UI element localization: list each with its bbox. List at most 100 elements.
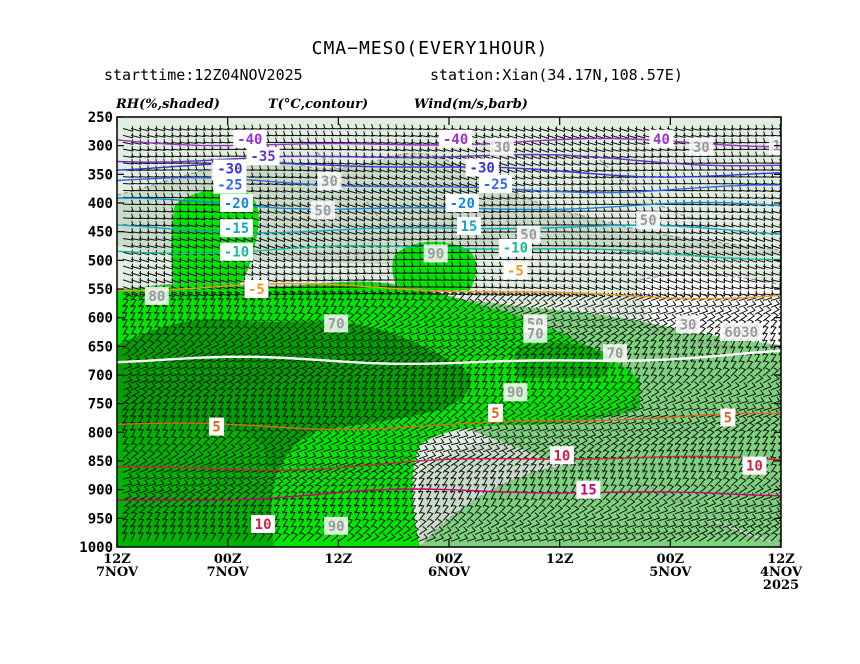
wind-barb [330, 222, 342, 229]
wind-barb [370, 145, 382, 152]
wind-barb [554, 307, 565, 315]
wind-barb [466, 477, 473, 487]
wind-barb [610, 126, 622, 133]
wind-barb [498, 328, 509, 336]
wind-barb [634, 126, 646, 132]
wind-barb [250, 458, 261, 467]
wind-barb [722, 214, 734, 221]
wind-barb [282, 201, 294, 208]
wind-barb [490, 497, 497, 508]
wind-barb [346, 188, 358, 194]
wind-barb [162, 394, 171, 405]
wind-barb [722, 442, 729, 453]
wind-barb [258, 263, 270, 270]
wind-barb [554, 199, 566, 206]
wind-barb [258, 305, 264, 315]
wind-barb [218, 394, 226, 404]
wind-barb [242, 525, 249, 535]
wind-barb [242, 443, 252, 453]
wind-barb [225, 518, 232, 528]
wind-barb [770, 360, 778, 370]
wind-barb [658, 152, 670, 158]
wind-barb [274, 458, 285, 467]
wind-barb [306, 243, 318, 249]
wind-barb [490, 328, 501, 336]
wind-barb [498, 424, 509, 432]
wind-barb [410, 394, 417, 404]
wind-barb [346, 268, 358, 275]
wind-barb [538, 291, 548, 301]
wind-barb [130, 132, 142, 139]
wind-barb [178, 298, 185, 308]
wind-barb [330, 408, 337, 418]
wind-barb [138, 235, 150, 242]
wind-barb [634, 506, 645, 515]
wind-barb [386, 504, 392, 514]
wind-barb [538, 206, 550, 213]
wind-barb [554, 276, 566, 283]
wind-barb [338, 195, 350, 201]
wind-barb [546, 483, 552, 494]
wind-barb [194, 257, 206, 263]
wind-barb [682, 158, 694, 165]
wind-barb [210, 504, 217, 514]
wind-barb [706, 360, 713, 370]
wind-barb [730, 499, 741, 508]
wind-barb [146, 492, 156, 501]
wind-barb [714, 499, 725, 508]
wind-barb [202, 504, 210, 514]
wind-barb [754, 409, 765, 418]
wind-barb [186, 443, 195, 453]
wind-barb [682, 291, 694, 298]
wind-barb [618, 159, 630, 166]
wind-barb [650, 165, 662, 172]
wind-barb [722, 389, 733, 398]
wind-barb [578, 320, 589, 329]
wind-barb [626, 320, 637, 329]
wind-barb [410, 445, 421, 453]
wind-barb [346, 312, 355, 322]
wind-barb [322, 387, 329, 398]
wind-barb [650, 235, 662, 241]
wind-barb [202, 144, 214, 151]
wind-barb [290, 269, 302, 276]
wind-barb [538, 409, 549, 418]
wind-barb [722, 290, 734, 297]
wind-barb [426, 201, 438, 208]
wind-barb [194, 504, 202, 514]
wind-barb [722, 484, 732, 494]
wind-barb [354, 229, 366, 235]
wind-barb [218, 270, 230, 277]
wind-barb [146, 428, 153, 439]
wind-barb [154, 235, 166, 242]
wind-barb [186, 236, 198, 242]
wind-barb [530, 193, 542, 200]
wind-barb [234, 374, 244, 384]
wind-barb [465, 490, 472, 501]
wind-barb [594, 443, 603, 453]
wind-barb [386, 255, 398, 261]
wind-barb [586, 402, 597, 411]
wind-barb [314, 326, 324, 336]
wind-barb [386, 525, 395, 535]
wind-barb [650, 527, 661, 535]
wind-barb [505, 373, 512, 384]
wind-barb [626, 380, 635, 391]
wind-barb [714, 463, 721, 473]
wind-barb [274, 387, 281, 398]
wind-barb [450, 298, 459, 308]
wind-barb [249, 298, 256, 308]
wind-barb [714, 138, 726, 144]
wind-barb [346, 327, 357, 336]
wind-barb [370, 167, 382, 173]
wind-barb [650, 498, 660, 508]
wind-barb [337, 291, 344, 301]
wind-barb [698, 257, 710, 263]
wind-barb [346, 298, 353, 308]
wind-barb [138, 256, 150, 263]
wind-barb [714, 374, 723, 384]
wind-barb [170, 228, 182, 235]
wind-barb [130, 369, 141, 377]
wind-barb [506, 291, 515, 301]
wind-barb [138, 449, 147, 460]
